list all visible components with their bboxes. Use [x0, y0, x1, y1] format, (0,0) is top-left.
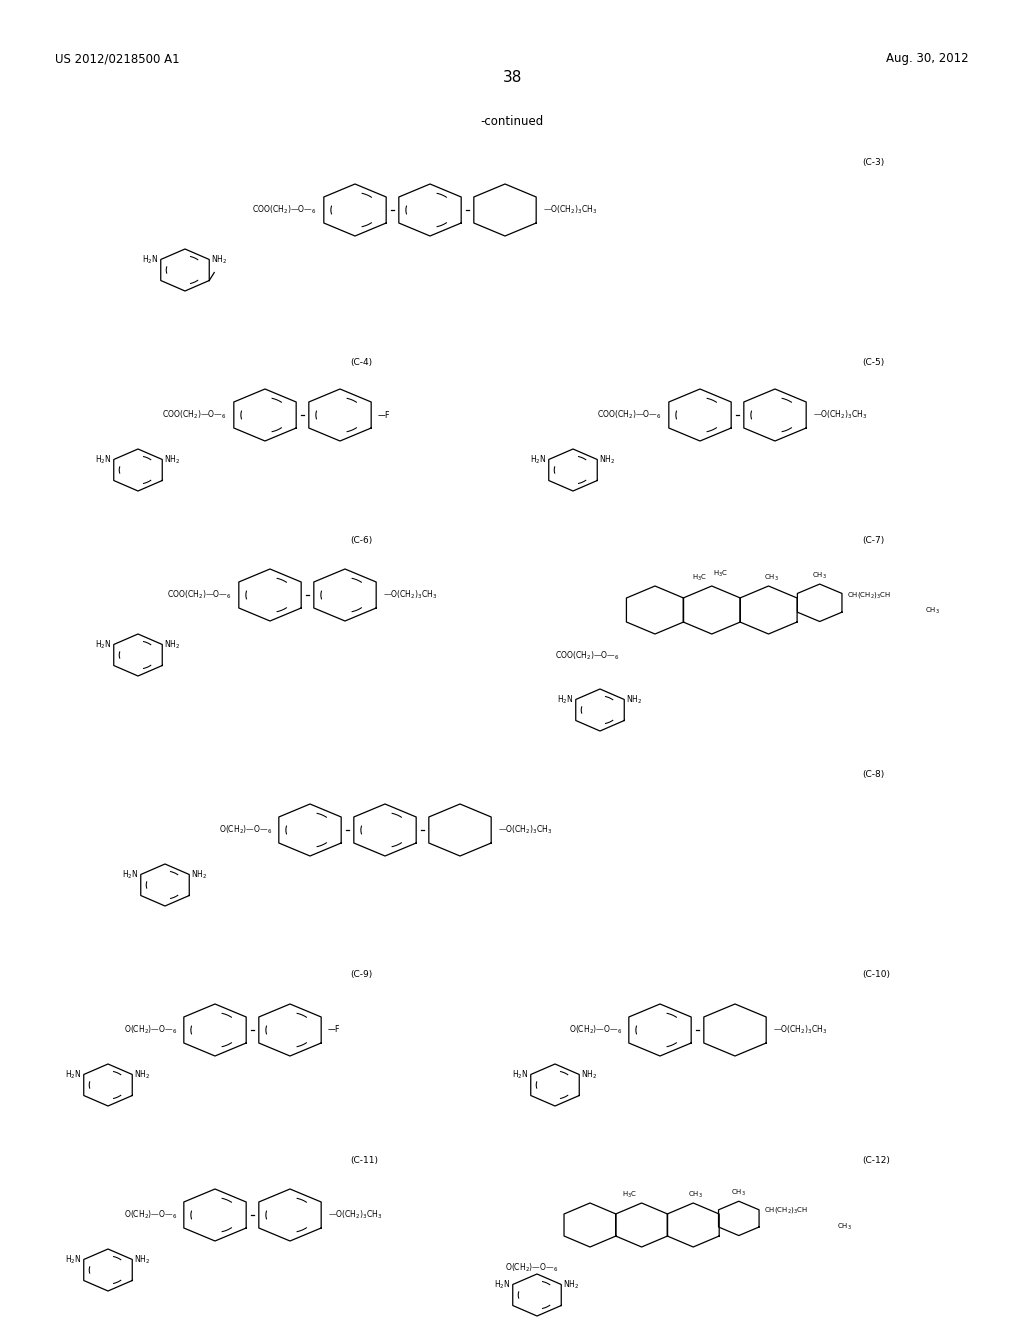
Text: COO(CH$_2$)—O—$_6$: COO(CH$_2$)—O—$_6$	[168, 589, 232, 601]
Text: NH$_2$: NH$_2$	[191, 869, 208, 880]
Text: CH$_3$: CH$_3$	[764, 573, 778, 583]
Text: (C-4): (C-4)	[350, 358, 372, 367]
Text: COO(CH$_2$)—O—$_6$: COO(CH$_2$)—O—$_6$	[597, 409, 662, 421]
Text: H$_2$N: H$_2$N	[530, 453, 547, 466]
Text: H$_2$N: H$_2$N	[142, 253, 159, 265]
Text: Aug. 30, 2012: Aug. 30, 2012	[887, 51, 969, 65]
Text: —F: —F	[328, 1026, 341, 1035]
Text: —O(CH$_2$)$_3$CH$_3$: —O(CH$_2$)$_3$CH$_3$	[383, 589, 437, 601]
Text: -continued: -continued	[480, 115, 544, 128]
Text: US 2012/0218500 A1: US 2012/0218500 A1	[55, 51, 179, 65]
Text: CH(CH$_2$)$_3$CH: CH(CH$_2$)$_3$CH	[764, 1205, 808, 1216]
Text: (C-7): (C-7)	[862, 536, 885, 544]
Text: COO(CH$_2$)—O—$_6$: COO(CH$_2$)—O—$_6$	[555, 649, 620, 661]
Text: CH(CH$_2$)$_3$CH: CH(CH$_2$)$_3$CH	[848, 590, 891, 599]
Text: O(CH$_2$)—O—$_6$: O(CH$_2$)—O—$_6$	[124, 1024, 177, 1036]
Text: (C-10): (C-10)	[862, 970, 890, 979]
Text: H$_2$N: H$_2$N	[66, 1253, 82, 1266]
Text: H$_3$C: H$_3$C	[713, 569, 728, 579]
Text: O(CH$_2$)—O—$_6$: O(CH$_2$)—O—$_6$	[568, 1024, 622, 1036]
Text: NH$_2$: NH$_2$	[134, 1253, 151, 1266]
Text: CH$_3$: CH$_3$	[838, 1221, 852, 1232]
Text: H$_2$N: H$_2$N	[95, 639, 112, 651]
Text: —O(CH$_2$)$_3$CH$_3$: —O(CH$_2$)$_3$CH$_3$	[543, 203, 597, 216]
Text: NH$_2$: NH$_2$	[627, 693, 642, 706]
Text: NH$_2$: NH$_2$	[582, 1068, 597, 1081]
Text: H$_2$N: H$_2$N	[512, 1068, 528, 1081]
Text: —O(CH$_2$)$_3$CH$_3$: —O(CH$_2$)$_3$CH$_3$	[773, 1024, 827, 1036]
Text: (C-11): (C-11)	[350, 1155, 378, 1164]
Text: H$_2$N: H$_2$N	[95, 453, 112, 466]
Text: CH$_3$: CH$_3$	[688, 1189, 703, 1200]
Text: O(CH$_2$)—O—$_6$: O(CH$_2$)—O—$_6$	[219, 824, 272, 837]
Text: (C-5): (C-5)	[862, 358, 885, 367]
Text: (C-6): (C-6)	[350, 536, 373, 544]
Text: NH$_2$: NH$_2$	[211, 253, 227, 265]
Text: COO(CH$_2$)—O—$_6$: COO(CH$_2$)—O—$_6$	[163, 409, 227, 421]
Text: NH$_2$: NH$_2$	[563, 1278, 580, 1291]
Text: (C-8): (C-8)	[862, 771, 885, 780]
Text: (C-9): (C-9)	[350, 970, 373, 979]
Text: H$_3$C: H$_3$C	[622, 1189, 637, 1200]
Text: NH$_2$: NH$_2$	[599, 453, 615, 466]
Text: O(CH$_2$)—O—$_6$: O(CH$_2$)—O—$_6$	[124, 1209, 177, 1221]
Text: 38: 38	[503, 70, 521, 84]
Text: —O(CH$_2$)$_3$CH$_3$: —O(CH$_2$)$_3$CH$_3$	[498, 824, 552, 837]
Text: NH$_2$: NH$_2$	[164, 639, 180, 651]
Text: —O(CH$_2$)$_3$CH$_3$: —O(CH$_2$)$_3$CH$_3$	[328, 1209, 382, 1221]
Text: H$_2$N: H$_2$N	[66, 1068, 82, 1081]
Text: CH$_3$: CH$_3$	[812, 572, 827, 581]
Text: NH$_2$: NH$_2$	[134, 1068, 151, 1081]
Text: (C-12): (C-12)	[862, 1155, 890, 1164]
Text: —O(CH$_2$)$_3$CH$_3$: —O(CH$_2$)$_3$CH$_3$	[813, 409, 867, 421]
Text: CH$_3$: CH$_3$	[731, 1188, 746, 1199]
Text: H$_2$N: H$_2$N	[122, 869, 138, 880]
Text: NH$_2$: NH$_2$	[164, 453, 180, 466]
Text: O(CH$_2$)—O—$_6$: O(CH$_2$)—O—$_6$	[505, 1262, 558, 1275]
Text: (C-3): (C-3)	[862, 157, 885, 166]
Text: COO(CH$_2$)—O—$_6$: COO(CH$_2$)—O—$_6$	[253, 203, 317, 216]
Text: H$_2$N: H$_2$N	[557, 693, 573, 706]
Text: H$_2$N: H$_2$N	[495, 1278, 511, 1291]
Text: CH$_3$: CH$_3$	[926, 606, 940, 616]
Text: H$_3$C: H$_3$C	[691, 573, 707, 583]
Text: —F: —F	[378, 411, 390, 420]
